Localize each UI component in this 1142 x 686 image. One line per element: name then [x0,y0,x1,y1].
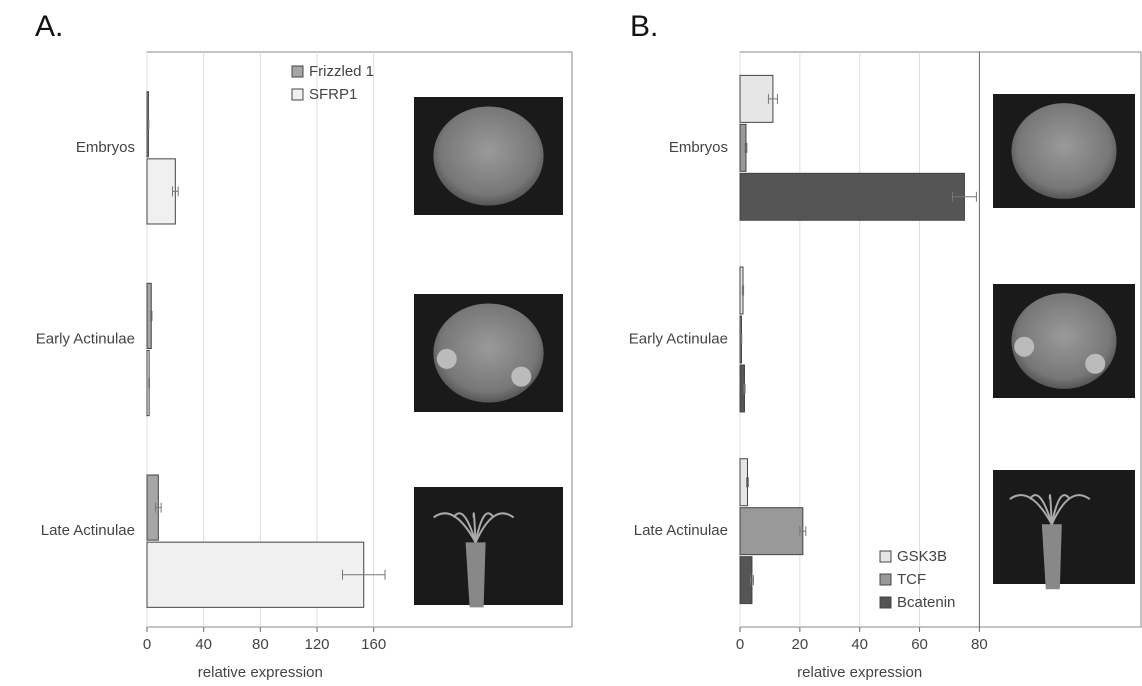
legend-swatch [292,89,303,100]
bulge [1014,337,1034,357]
x-tick-label: 40 [851,636,868,653]
bar [740,508,803,555]
specimen-image [414,294,563,412]
error-bar [741,335,742,345]
legend-label: Frizzled 1 [309,63,374,80]
category-label: Embryos [76,139,135,156]
x-tick-label: 0 [143,636,151,653]
category-label: Early Actinulae [629,330,728,347]
specimen-image [414,97,563,215]
image-bg [414,487,563,605]
category-label: Embryos [669,139,728,156]
bar [740,173,964,220]
specimen [433,106,543,205]
panel-label: B. [630,10,658,43]
legend-swatch [880,597,891,608]
x-tick-label: 160 [361,636,386,653]
x-tick-label: 60 [911,636,928,653]
legend-swatch [880,574,891,585]
specimen [1011,103,1116,199]
specimen-image [414,487,563,607]
specimen-image [993,284,1135,398]
bar [147,542,364,607]
x-tick-label: 80 [971,636,988,653]
figure: A. 0 40 80 120 160 relative expression Embryos E… [0,0,1142,686]
x-tick-label: 20 [792,636,809,653]
category-label: Late Actinulae [41,522,135,539]
error-bar [149,378,150,388]
error-bar [148,119,149,129]
legend-swatch [880,551,891,562]
legend-label: Bcatenin [897,594,955,611]
image-bg [993,470,1135,584]
legend-label: GSK3B [897,548,947,565]
category-label: Late Actinulae [634,522,728,539]
bar [147,159,175,224]
specimen-image [993,470,1135,589]
x-tick-label: 40 [195,636,212,653]
bulge [511,367,531,387]
legend-swatch [292,66,303,77]
specimen-image [993,94,1135,208]
legend-label: TCF [897,571,926,588]
bulge [437,349,457,369]
legend-label: SFRP1 [309,86,357,103]
x-tick-label: 120 [304,636,329,653]
x-axis-label: relative expression [797,664,922,681]
x-axis-label: relative expression [198,664,323,681]
x-tick-label: 0 [736,636,744,653]
category-label: Early Actinulae [36,330,135,347]
bulge [1085,354,1105,374]
panel-label: A. [35,10,63,43]
x-tick-label: 80 [252,636,269,653]
